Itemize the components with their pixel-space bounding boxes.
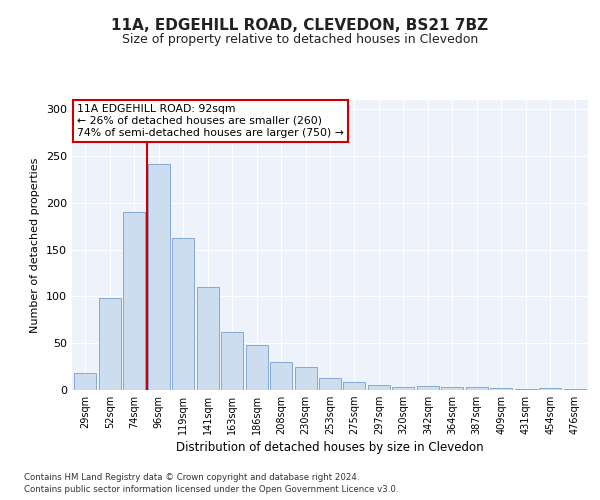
Y-axis label: Number of detached properties: Number of detached properties <box>31 158 40 332</box>
Bar <box>539 388 561 390</box>
X-axis label: Distribution of detached houses by size in Clevedon: Distribution of detached houses by size … <box>176 442 484 454</box>
Bar <box>563 389 586 390</box>
Bar <box>515 389 536 390</box>
Bar <box>270 362 292 390</box>
Bar <box>245 345 268 390</box>
Bar <box>490 388 512 390</box>
Bar <box>295 366 317 390</box>
Bar <box>466 387 488 390</box>
Bar <box>74 373 97 390</box>
Bar <box>417 386 439 390</box>
Bar <box>172 238 194 390</box>
Bar <box>319 378 341 390</box>
Text: Size of property relative to detached houses in Clevedon: Size of property relative to detached ho… <box>122 32 478 46</box>
Bar <box>441 387 463 390</box>
Bar <box>343 382 365 390</box>
Bar <box>124 212 145 390</box>
Text: Contains public sector information licensed under the Open Government Licence v3: Contains public sector information licen… <box>24 485 398 494</box>
Text: 11A, EDGEHILL ROAD, CLEVEDON, BS21 7BZ: 11A, EDGEHILL ROAD, CLEVEDON, BS21 7BZ <box>112 18 488 32</box>
Text: Contains HM Land Registry data © Crown copyright and database right 2024.: Contains HM Land Registry data © Crown c… <box>24 472 359 482</box>
Bar <box>148 164 170 390</box>
Bar <box>197 287 219 390</box>
Bar <box>99 298 121 390</box>
Bar <box>368 386 390 390</box>
Text: 11A EDGEHILL ROAD: 92sqm
← 26% of detached houses are smaller (260)
74% of semi-: 11A EDGEHILL ROAD: 92sqm ← 26% of detach… <box>77 104 344 138</box>
Bar <box>392 387 415 390</box>
Bar <box>221 332 243 390</box>
